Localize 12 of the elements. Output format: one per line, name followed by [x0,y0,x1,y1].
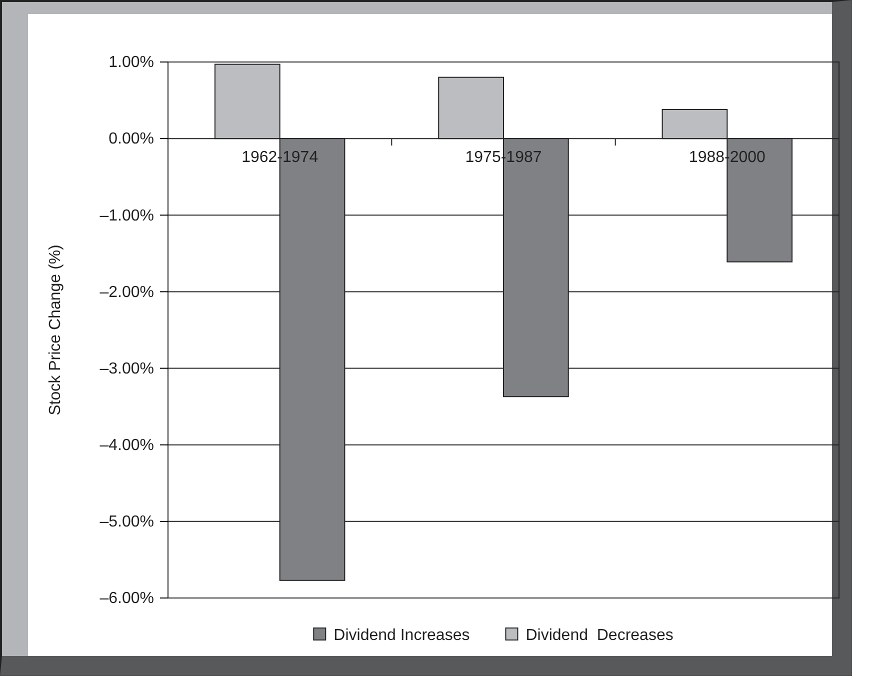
y-tick-label: –2.00% [100,284,154,301]
y-tick-label: –4.00% [100,436,154,454]
y-tick-label: 0.00% [108,130,154,148]
legend-label: Dividend Increases [334,627,470,644]
y-tick-label: –6.00% [100,590,154,608]
legend-label: Dividend Decreases [526,627,674,644]
y-axis-title: Stock Price Change (%) [47,244,64,416]
y-tick-label: –3.00% [100,360,154,378]
y-tick-label: –5.00% [100,514,154,531]
x-tick-label: 1975-1987 [465,148,542,166]
y-tick-label: –1.00% [100,207,154,224]
y-tick-label: 1.00% [108,54,154,72]
